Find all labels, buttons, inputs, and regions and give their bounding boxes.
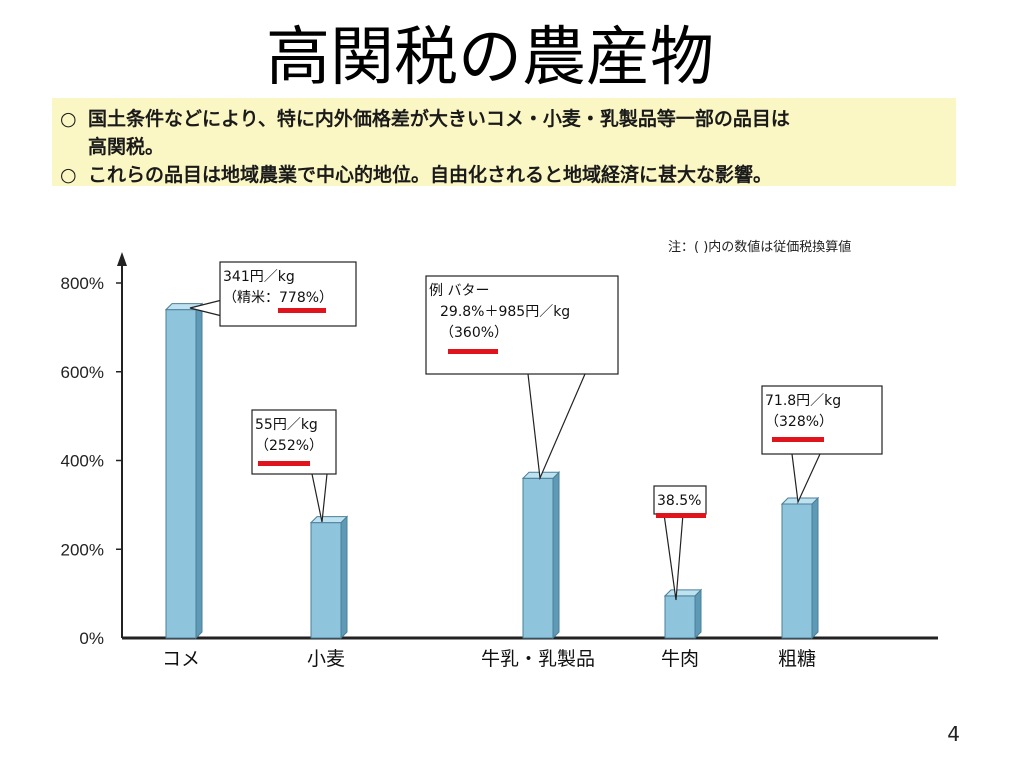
y-tick-label: 800% (61, 274, 104, 293)
summary-text-3: これらの品目は地域農業で中心的地位。自由化されると地域経済に甚大な影響。 (88, 164, 773, 186)
callout-text: （360%） (440, 325, 508, 341)
summary-line-2: 高関税。 (60, 132, 164, 159)
callout-box (653, 485, 707, 515)
callout-pointer (791, 453, 821, 505)
category-label: 牛肉 (661, 648, 699, 670)
highlight-underline (278, 308, 326, 313)
bar-top (663, 589, 703, 597)
bar-side (552, 471, 560, 640)
callout-text: 例 バター (429, 283, 489, 299)
callout-pointer (663, 513, 684, 601)
slide-title: 高関税の農産物 (266, 21, 714, 95)
chart-note: 注：( )内の数値は従価税換算値 (668, 240, 852, 255)
bar (310, 522, 342, 639)
callout-text: （328%） (765, 414, 833, 430)
bullet-circle: ○ (60, 108, 77, 130)
y-tick-label: 600% (61, 363, 104, 382)
callout-text: （252%） (255, 438, 323, 454)
callout-box (219, 261, 357, 327)
callout-pointer (527, 373, 586, 481)
category-label: 小麦 (307, 648, 345, 670)
category-label: コメ (162, 648, 200, 670)
page-number: 4 (947, 722, 960, 746)
callout-text: （精米：778%） (223, 290, 333, 306)
summary-line-1: ○ 国土条件などにより、特に内外価格差が大きいコメ・小麦・乳製品等一部の品目は (60, 104, 790, 131)
callout-text: 341円／kg (223, 269, 295, 285)
bar (165, 309, 197, 639)
bar (664, 595, 696, 639)
callout-box (425, 275, 619, 375)
highlight-underline (656, 513, 706, 518)
callout-pointer (311, 473, 328, 523)
highlight-underline (448, 349, 498, 354)
bar-side (811, 496, 819, 640)
bar (522, 477, 554, 639)
bar-top (309, 516, 349, 524)
bar-side (340, 515, 348, 640)
summary-line-3: ○ これらの品目は地域農業で中心的地位。自由化されると地域経済に甚大な影響。 (60, 160, 772, 187)
highlight-underline (258, 461, 310, 466)
highlight-underline (772, 437, 824, 442)
y-axis-arrow (117, 252, 127, 266)
callout-box (761, 385, 883, 455)
bullet-circle: ○ (60, 164, 77, 186)
callout-pointer (189, 299, 223, 317)
category-label: 牛乳・乳製品 (481, 648, 595, 670)
callout-text: 71.8円／kg (765, 393, 841, 409)
summary-box: ○ 国土条件などにより、特に内外価格差が大きいコメ・小麦・乳製品等一部の品目は 高… (52, 98, 956, 186)
bar-side (694, 588, 702, 640)
callout-text: 38.5% (657, 493, 701, 509)
summary-text-1: 国土条件などにより、特に内外価格差が大きいコメ・小麦・乳製品等一部の品目は (88, 108, 790, 130)
y-tick-label: 0% (79, 629, 104, 648)
callout-text: 29.8%＋985円／kg (440, 304, 570, 320)
category-label: 粗糖 (778, 648, 816, 670)
callout-text: 55円／kg (255, 417, 318, 433)
y-tick-label: 200% (61, 540, 104, 559)
bar-side (195, 302, 203, 640)
summary-text-2: 高関税。 (88, 136, 165, 158)
y-tick-label: 400% (61, 452, 104, 471)
bar-top (780, 497, 820, 505)
bar (781, 503, 813, 639)
